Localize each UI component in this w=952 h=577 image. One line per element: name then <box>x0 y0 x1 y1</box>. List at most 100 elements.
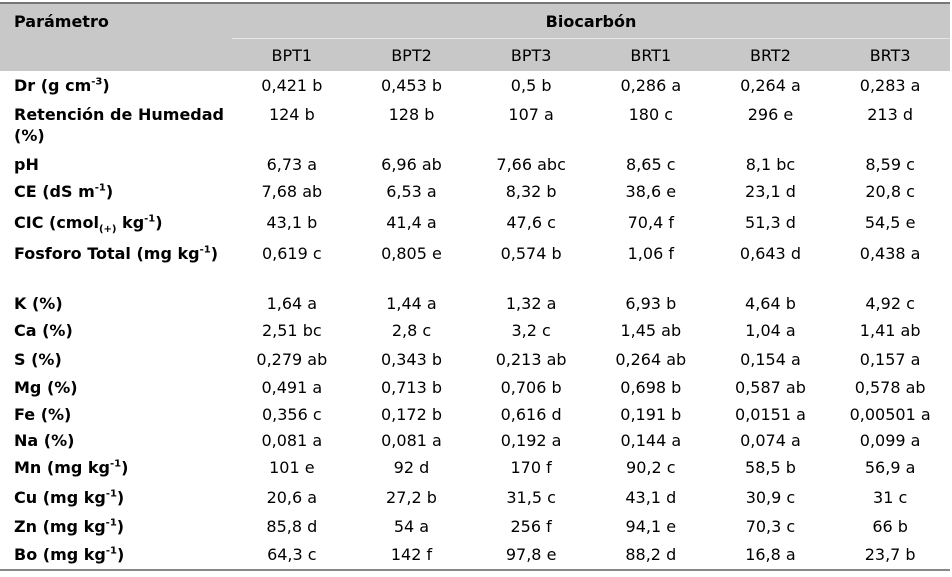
value-cell-bpt3: 31,5 c <box>506 488 556 507</box>
param-header: Parámetro <box>0 2 232 39</box>
biocarbon-group-header: Biocarbón <box>232 2 950 39</box>
value-cell-bpt2: 1,44 a <box>386 294 437 313</box>
value-cell-brt2: 0,0151 a <box>735 405 806 424</box>
value-cell-bpt2: 0,713 b <box>380 378 442 397</box>
column-header-brt2: BRT2 <box>710 38 831 71</box>
value-cell-bpt1: 85,8 d <box>266 517 318 536</box>
value-cell-bpt3: 7,66 abc <box>496 155 566 174</box>
parameter-label-part: ) <box>121 458 129 477</box>
value-cell-bpt1: 124 b <box>268 105 315 124</box>
value-cell-brt2: 0,074 a <box>740 431 801 450</box>
column-header-brt3: BRT3 <box>830 38 950 71</box>
value-cell-brt3: 0,438 a <box>859 244 921 263</box>
parameter-label-part: Bo (mg kg <box>14 545 106 564</box>
value-cell-bpt3: 97,8 e <box>471 540 591 571</box>
value-cell-brt1: 180 c <box>628 105 673 124</box>
value-cell-bpt3: 0,574 b <box>500 244 562 263</box>
value-cell-bpt2: 0,453 b <box>380 76 442 95</box>
value-cell-bpt2: 6,53 a <box>386 182 437 201</box>
value-cell-brt3: 8,59 c <box>865 155 915 174</box>
value-cell-bpt1: 0,491 a <box>261 378 323 397</box>
column-header-bpt1: BPT1 <box>232 38 352 71</box>
value-cell-bpt3: 0,192 a <box>500 431 562 450</box>
value-cell-brt3: 56,9 a <box>864 458 916 477</box>
value-cell-brt2: 16,8 a <box>710 540 831 571</box>
value-cell-bpt2: 0,172 b <box>380 405 442 424</box>
value-cell-brt2: 30,9 c <box>745 488 796 507</box>
value-cell-brt3: 1,41 ab <box>859 321 921 340</box>
parameter-label-part: ) <box>105 182 114 201</box>
value-cell-bpt1: 6,73 a <box>266 155 318 174</box>
parameter-label-part: -1 <box>105 517 117 529</box>
parameter-label-part: Fe (%) <box>14 405 72 424</box>
value-cell-brt1: 1,45 ab <box>620 321 682 340</box>
parameter-label: CIC (cmol(+) kg-1) <box>0 208 232 239</box>
value-cell-brt3: 66 b <box>872 517 908 536</box>
value-cell-brt2: 8,1 bc <box>745 155 796 174</box>
parameter-label-part: CE (dS m <box>14 182 95 201</box>
table-row: Fosforo Total (mg kg-1) 0,619 c 0,805 e 0,5… <box>0 239 950 289</box>
value-cell-brt3: 0,283 a <box>859 76 921 95</box>
value-cell-brt3: 213 d <box>867 105 914 124</box>
value-cell-brt2: 70,3 c <box>745 517 796 536</box>
value-cell-bpt3: 0,213 ab <box>495 350 567 369</box>
parameter-label-part: -1 <box>105 545 117 557</box>
value-cell-brt3: 31 c <box>873 488 908 507</box>
value-cell-brt2: 0,587 ab <box>735 378 806 397</box>
value-cell-bpt2: 27,2 b <box>386 488 437 507</box>
value-cell-brt2: 296 e <box>747 105 794 124</box>
value-cell-bpt3: 8,32 b <box>505 182 557 201</box>
column-header-brt1: BRT1 <box>590 38 711 71</box>
value-cell-bpt2: 41,4 a <box>386 213 437 232</box>
table-row: Mn (mg kg-1) 101 e 92 d 170 f 90,2 c 58,5 b 56… <box>0 453 950 483</box>
parameter-label-part: Na (%) <box>14 431 75 450</box>
value-cell-brt3: 0,00501 a <box>849 405 931 424</box>
table-row: Fe (%) 0,356 c 0,172 b 0,616 d 0,191 b 0,0151… <box>0 400 950 426</box>
value-cell-bpt2: 142 f <box>351 540 472 571</box>
value-cell-bpt2: 0,343 b <box>380 350 442 369</box>
value-cell-brt3: 0,578 ab <box>854 378 926 397</box>
value-cell-brt2: 1,04 a <box>745 321 796 340</box>
parameter-label-part: ) <box>155 213 163 232</box>
parameter-label-part: K (%) <box>14 294 63 313</box>
parameter-label-part: (+) <box>98 224 117 236</box>
value-cell-bpt3: 0,5 b <box>510 76 552 95</box>
value-cell-bpt3: 47,6 c <box>506 213 556 232</box>
table-body: Dr (g cm-3) 0,421 b 0,453 b 0,5 b 0,286 a 0,2… <box>0 71 950 571</box>
parameter-label-part: -1 <box>109 458 122 470</box>
value-cell-brt3: 4,92 c <box>865 294 915 313</box>
parameter-label-part: Cu (mg kg <box>14 488 106 507</box>
parameter-label: Fe (%) <box>0 400 232 426</box>
parameter-label-part: ) <box>102 76 110 95</box>
value-cell-bpt1: 1,64 a <box>266 294 318 313</box>
table-row: Retención de Humedad (%) 124 b 128 b 107 a 1… <box>0 100 950 150</box>
parameter-label-part: pH <box>14 155 39 174</box>
value-cell-brt1: 0,144 a <box>620 431 682 450</box>
value-cell-brt3: 0,157 a <box>859 350 921 369</box>
value-cell-bpt2: 2,8 c <box>391 321 432 340</box>
value-cell-bpt1: 0,619 c <box>261 244 322 263</box>
value-cell-bpt3: 0,616 d <box>500 405 562 424</box>
parameter-label: Ca (%) <box>0 316 232 345</box>
table-row: Cu (mg kg-1) 20,6 a 27,2 b 31,5 c 43,1 d 30,9… <box>0 483 950 512</box>
parameter-label-part: -1 <box>199 244 211 256</box>
value-cell-bpt1: 0,279 ab <box>256 350 328 369</box>
parameter-label: Retención de Humedad (%) <box>0 100 232 150</box>
value-cell-bpt2: 0,081 a <box>381 431 442 450</box>
parameter-label: Mg (%) <box>0 373 232 400</box>
value-cell-bpt3: 0,706 b <box>500 378 562 397</box>
value-cell-brt1: 0,698 b <box>620 378 682 397</box>
table-row: Zn (mg kg-1) 85,8 d 54 a 256 f 94,1 e 70,3 c 6… <box>0 512 950 540</box>
table-row: Na (%) 0,081 a 0,081 a 0,192 a 0,144 a 0,074 … <box>0 426 950 453</box>
parameter-label: K (%) <box>0 289 232 316</box>
parameter-label: CE (dS m-1) <box>0 177 232 208</box>
parameter-label-part: CIC (cmol <box>14 213 99 232</box>
value-cell-brt1: 38,6 e <box>625 182 677 201</box>
value-cell-bpt1: 0,356 c <box>261 405 322 424</box>
value-cell-bpt3: 107 a <box>508 105 554 124</box>
parameter-label-part: ) <box>116 545 125 564</box>
table-row: K (%) 1,64 a 1,44 a 1,32 a 6,93 b 4,64 b 4,92 … <box>0 289 950 316</box>
parameter-label-part: Retención de Humedad (%) <box>14 105 224 145</box>
value-cell-brt3: 0,099 a <box>859 431 921 450</box>
value-cell-brt2: 4,64 b <box>745 294 796 313</box>
